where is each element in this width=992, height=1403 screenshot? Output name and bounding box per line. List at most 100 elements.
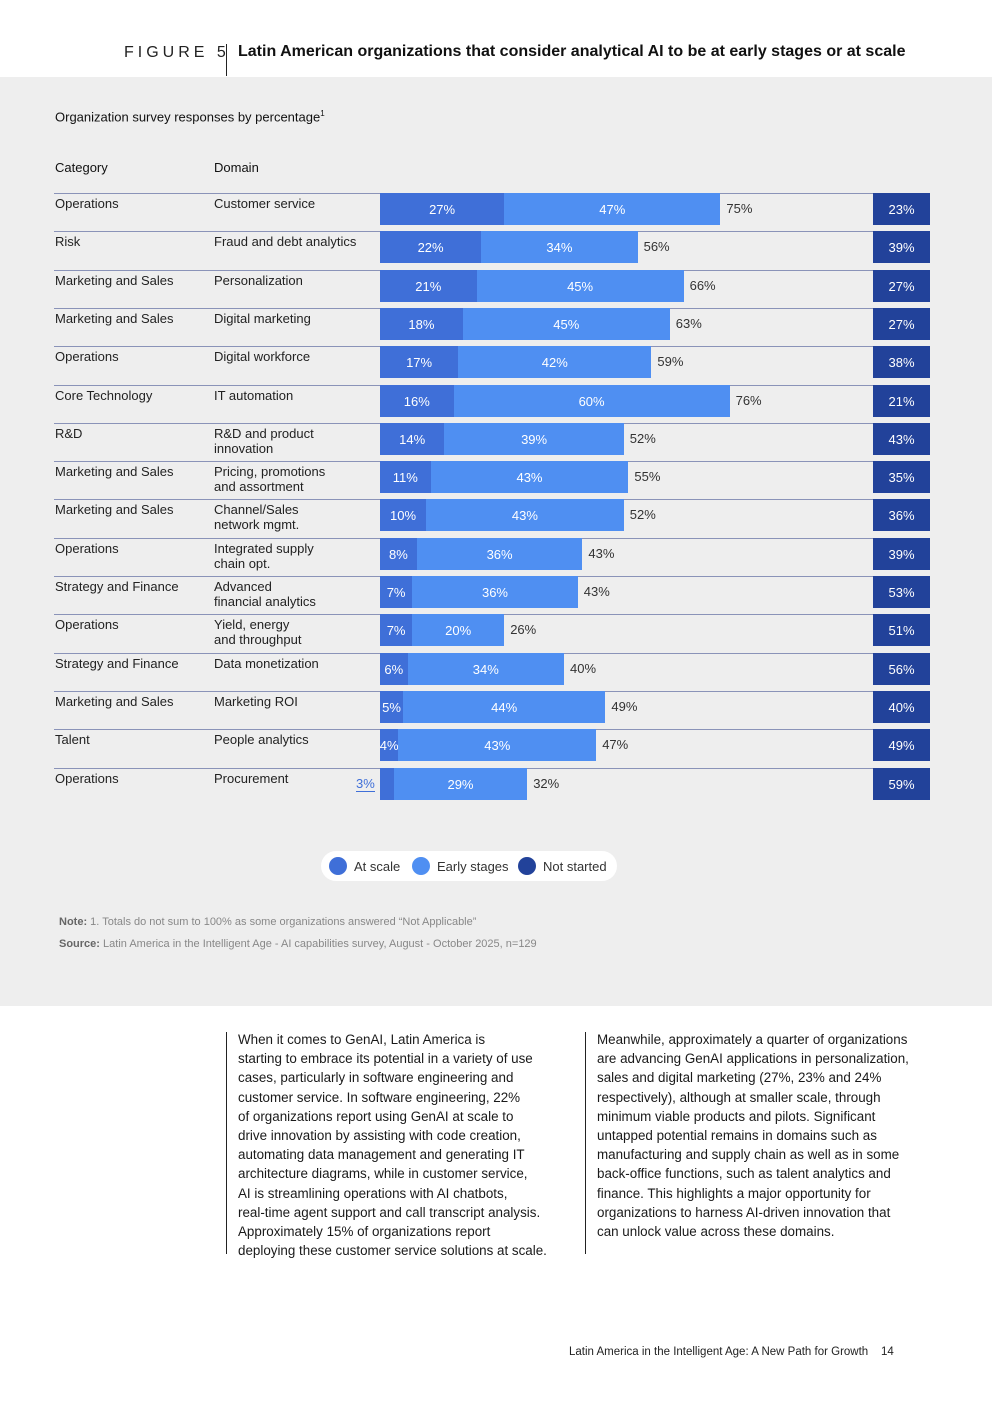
bar-at-scale <box>380 768 394 800</box>
category-label: Operations <box>55 617 119 632</box>
domain-label: Advanced financial analytics <box>214 579 316 609</box>
category-label: Strategy and Finance <box>55 656 179 671</box>
bar-at-scale: 5% <box>380 691 403 723</box>
bar-at-scale: 6% <box>380 653 408 685</box>
legend-at-scale: At scale <box>329 857 400 875</box>
bar-early-stages: 43% <box>430 461 629 493</box>
total-label: 75% <box>726 201 753 216</box>
legend-early-stages-label: Early stages <box>437 858 509 874</box>
category-label: Strategy and Finance <box>55 579 179 594</box>
bar-early-stages: 34% <box>481 231 638 263</box>
figure-title: Latin American organizations that consid… <box>238 43 906 60</box>
category-label: Operations <box>55 196 119 211</box>
bar-early-stages: 36% <box>412 576 578 608</box>
legend-not-started-swatch <box>518 857 536 875</box>
bar-not-started: 38% <box>873 346 930 378</box>
total-label: 76% <box>735 393 762 408</box>
bar-not-started: 56% <box>873 653 930 685</box>
total-label: 32% <box>533 776 560 791</box>
bar-not-started: 35% <box>873 461 930 493</box>
bar-at-scale: 18% <box>380 308 463 340</box>
domain-label: Integrated supply chain opt. <box>214 541 314 571</box>
bar-not-started: 36% <box>873 499 930 531</box>
bar-early-stages: 43% <box>398 729 597 761</box>
category-label: Marketing and Sales <box>55 311 174 326</box>
chart-subtitle: Organization survey responses by percent… <box>55 109 325 125</box>
category-label: R&D <box>55 426 83 441</box>
body-column-1: When it comes to GenAI, Latin America is… <box>238 1032 547 1259</box>
total-label: 66% <box>689 278 716 293</box>
body-column-2: Meanwhile, approximately a quarter of or… <box>597 1032 909 1240</box>
body-divider-left <box>226 1032 227 1254</box>
total-label: 56% <box>643 239 670 254</box>
bar-not-started: 51% <box>873 614 930 646</box>
category-label: Marketing and Sales <box>55 273 174 288</box>
domain-label: R&D and product innovation <box>214 426 314 456</box>
bar-not-started: 27% <box>873 270 930 302</box>
bar-at-scale: 21% <box>380 270 477 302</box>
category-label: Core Technology <box>55 388 153 403</box>
figure-divider <box>226 44 227 76</box>
bar-early-stages: 43% <box>426 499 624 531</box>
bar-at-scale: 16% <box>380 385 454 417</box>
chart-source: Source: Latin America in the Intelligent… <box>59 938 537 950</box>
bar-at-scale: 4% <box>380 729 399 761</box>
bar-not-started: 43% <box>873 423 930 455</box>
legend-early-stages: Early stages <box>412 857 509 875</box>
domain-label: Fraud and debt analytics <box>214 234 357 249</box>
bar-early-stages: 34% <box>407 653 564 685</box>
legend-at-scale-swatch <box>329 857 347 875</box>
category-label: Operations <box>55 771 119 786</box>
figure-header: FIGURE 5 Latin American organizations th… <box>0 0 992 77</box>
legend-not-started: Not started <box>518 857 607 875</box>
domain-label: Channel/Sales network mgmt. <box>214 502 300 532</box>
domain-label: Data monetization <box>214 656 319 671</box>
category-label: Marketing and Sales <box>55 502 174 517</box>
bar-not-started: 39% <box>873 231 930 263</box>
total-label: 63% <box>675 316 702 331</box>
category-label: Marketing and Sales <box>55 464 174 479</box>
bar-at-scale: 22% <box>380 231 482 263</box>
domain-label: Procurement <box>214 771 289 786</box>
bar-early-stages: 47% <box>504 193 721 225</box>
bar-not-started: 53% <box>873 576 930 608</box>
bar-early-stages: 36% <box>416 538 583 570</box>
domain-label: Personalization <box>214 273 303 288</box>
page-number: 14 <box>880 1346 894 1358</box>
domain-label: IT automation <box>214 388 294 403</box>
category-label: Operations <box>55 349 119 364</box>
page-footer: Latin America in the Intelligent Age: A … <box>569 1346 894 1358</box>
bar-early-stages: 45% <box>476 270 684 302</box>
bar-early-stages: 29% <box>393 768 528 800</box>
column-header-domain: Domain <box>214 160 259 175</box>
bar-not-started: 23% <box>873 193 930 225</box>
total-label: 43% <box>583 584 610 599</box>
total-label: 49% <box>611 699 638 714</box>
bar-not-started: 40% <box>873 691 930 723</box>
category-label: Operations <box>55 541 119 556</box>
bar-at-scale: 7% <box>380 576 413 608</box>
bar-not-started: 21% <box>873 385 930 417</box>
domain-label: People analytics <box>214 732 309 747</box>
domain-label: Customer service <box>214 196 316 211</box>
figure-label: FIGURE 5 <box>124 44 230 61</box>
domain-label: Yield, energy and throughput <box>214 617 302 647</box>
domain-label: Digital workforce <box>214 349 311 364</box>
domain-label: Pricing, promotions and assortment <box>214 464 326 494</box>
bar-at-scale: 17% <box>380 346 459 378</box>
bar-not-started: 39% <box>873 538 930 570</box>
legend-at-scale-label: At scale <box>354 858 401 874</box>
chart-note: Note: 1. Totals do not sum to 100% as so… <box>59 916 477 928</box>
total-label: 55% <box>634 469 661 484</box>
total-label: 26% <box>510 622 537 637</box>
total-label: 47% <box>602 737 629 752</box>
domain-label: Marketing ROI <box>214 694 298 709</box>
chart-legend: At scale Early stages Not started <box>321 851 617 881</box>
legend-not-started-label: Not started <box>543 858 607 874</box>
bar-early-stages: 60% <box>453 385 730 417</box>
bar-at-scale: 11% <box>380 461 431 493</box>
total-label: 40% <box>570 661 597 676</box>
column-header-category: Category <box>55 160 108 175</box>
bar-early-stages: 20% <box>412 614 505 646</box>
total-label: 43% <box>588 546 615 561</box>
